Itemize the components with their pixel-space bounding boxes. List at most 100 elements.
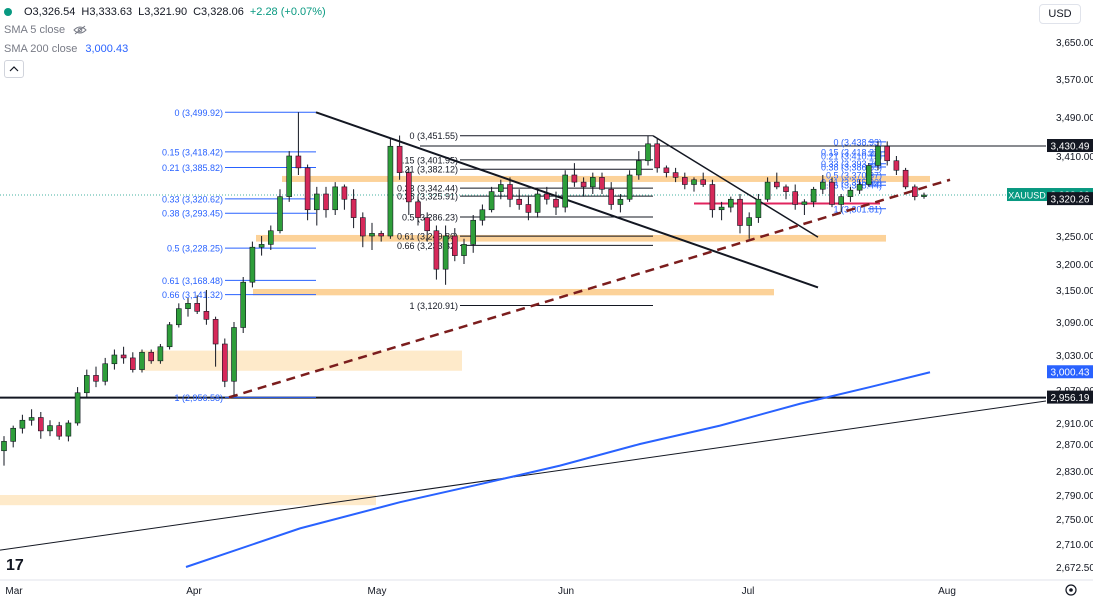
x-tick-label: Mar	[5, 586, 23, 597]
collapse-legend-button[interactable]	[4, 60, 24, 78]
candle-body	[543, 193, 550, 200]
candle-body	[10, 427, 16, 442]
tradingview-logo: 17	[6, 557, 24, 574]
close-value: C3,328.06	[193, 6, 244, 18]
trendline-down-minor	[652, 135, 819, 238]
candle-body	[258, 244, 265, 248]
candle-body	[654, 143, 661, 169]
fib-level-label: 0.66 (3,348.44)	[821, 181, 882, 191]
candle-body	[148, 351, 154, 362]
candle-body	[911, 186, 918, 197]
candle-body	[691, 179, 697, 185]
candle-body	[378, 233, 385, 237]
fib-level-label: 0.38 (3,293.45)	[162, 209, 223, 219]
candle-body	[663, 167, 670, 173]
candle-body	[580, 181, 587, 188]
price-label-box	[1047, 365, 1093, 379]
y-tick-label: 3,090.00	[1056, 318, 1093, 329]
candle-body	[617, 198, 624, 205]
y-tick-label: 2,830.00	[1056, 467, 1093, 478]
fib-level-label: 0.15 (3,418.37)	[821, 147, 882, 157]
chevron-up-icon	[9, 66, 19, 72]
y-tick-label: 2,710.00	[1056, 540, 1093, 551]
fib-level-label: 0.33 (3,393.70)	[821, 159, 882, 169]
candle-body	[323, 193, 329, 211]
candle-body	[525, 204, 532, 213]
currency-selector[interactable]: USD	[1039, 4, 1081, 24]
symbol-tag	[1007, 188, 1047, 202]
candle-body	[176, 308, 182, 326]
candle-body	[902, 169, 909, 188]
indicator-sma5[interactable]: SMA 5 close	[4, 24, 87, 36]
y-tick-label: 3,150.00	[1056, 286, 1093, 297]
price-label-box	[1047, 390, 1093, 404]
candle-body	[773, 181, 780, 188]
fib-level-label: 0.5 (3,228.25)	[167, 244, 223, 254]
price-label: 2,956.19	[1051, 393, 1090, 404]
candle-body	[571, 174, 578, 183]
candle-body	[746, 217, 753, 226]
settings-gear-center	[1069, 588, 1073, 592]
fib-level-label: 0.33 (3,320.62)	[162, 194, 223, 204]
price-label-box	[1047, 192, 1093, 206]
fib-level-label: 0 (3,451.55)	[409, 131, 458, 141]
candle-body	[212, 319, 219, 345]
candle-body	[516, 198, 523, 205]
candle-body	[461, 244, 467, 256]
candle-body	[405, 172, 412, 203]
candle-body	[139, 351, 145, 370]
candle-body	[893, 160, 900, 171]
candle-body	[359, 217, 366, 237]
candle-body	[56, 425, 63, 437]
candle-body	[84, 375, 90, 394]
candle-body	[727, 198, 734, 208]
fib-level-label: 0.5 (3,370.37)	[826, 170, 882, 180]
open-value: O3,326.54	[24, 6, 76, 18]
candle-body	[166, 324, 173, 348]
indicator-sma200[interactable]: SMA 200 close 3,000.43	[4, 43, 128, 55]
candle-body	[451, 235, 458, 256]
candle-body	[74, 392, 81, 424]
symbol-status-icon	[4, 8, 12, 16]
fib-level-label: 1 (3,120.91)	[409, 301, 458, 311]
candle-body	[921, 194, 927, 197]
eye-off-icon[interactable]	[73, 25, 87, 35]
fib-level-label: 0 (3,499.92)	[174, 108, 223, 118]
candle-body	[755, 198, 762, 218]
candle-body	[700, 179, 707, 185]
candle-body	[672, 172, 679, 178]
candle-body	[442, 235, 449, 270]
candle-body	[589, 177, 596, 188]
candle-body	[157, 346, 164, 362]
candle-body	[764, 181, 771, 200]
low-value: L3,321.90	[138, 6, 188, 18]
candle-body	[865, 165, 872, 185]
indicator-sma200-value: 3,000.43	[85, 43, 129, 55]
candle-body	[203, 311, 210, 320]
fib-level-label: 0.61 (3,355.30)	[821, 177, 882, 187]
candle-body	[626, 174, 633, 200]
candle-body	[470, 219, 477, 245]
candle-body	[810, 188, 817, 203]
candle-body	[507, 184, 513, 200]
fib-level-label: 0.38 (3,386.85)	[821, 162, 882, 172]
candle-body	[1, 441, 7, 452]
price-label: 3,000.43	[1051, 368, 1090, 379]
x-tick-label: May	[368, 586, 387, 597]
candle-body	[645, 143, 651, 162]
candle-body	[93, 375, 99, 382]
y-tick-label: 2,790.00	[1056, 491, 1093, 502]
candle-body	[249, 246, 256, 283]
price-axis	[1046, 0, 1093, 598]
fib-level-label: 0.38 (3,325.91)	[397, 192, 458, 202]
candle-body	[396, 145, 403, 173]
candle-body	[709, 184, 716, 211]
candle-body	[28, 417, 35, 421]
candle-body	[783, 186, 789, 192]
symbol-tag-label: XAUUSD	[1008, 191, 1046, 201]
candle-body	[819, 181, 826, 190]
candle-body	[295, 155, 302, 169]
candle-body	[102, 363, 108, 382]
